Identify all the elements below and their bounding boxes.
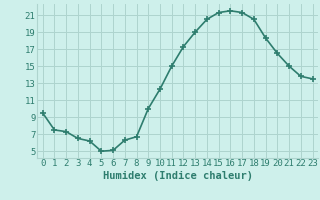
X-axis label: Humidex (Indice chaleur): Humidex (Indice chaleur) [103,171,252,181]
